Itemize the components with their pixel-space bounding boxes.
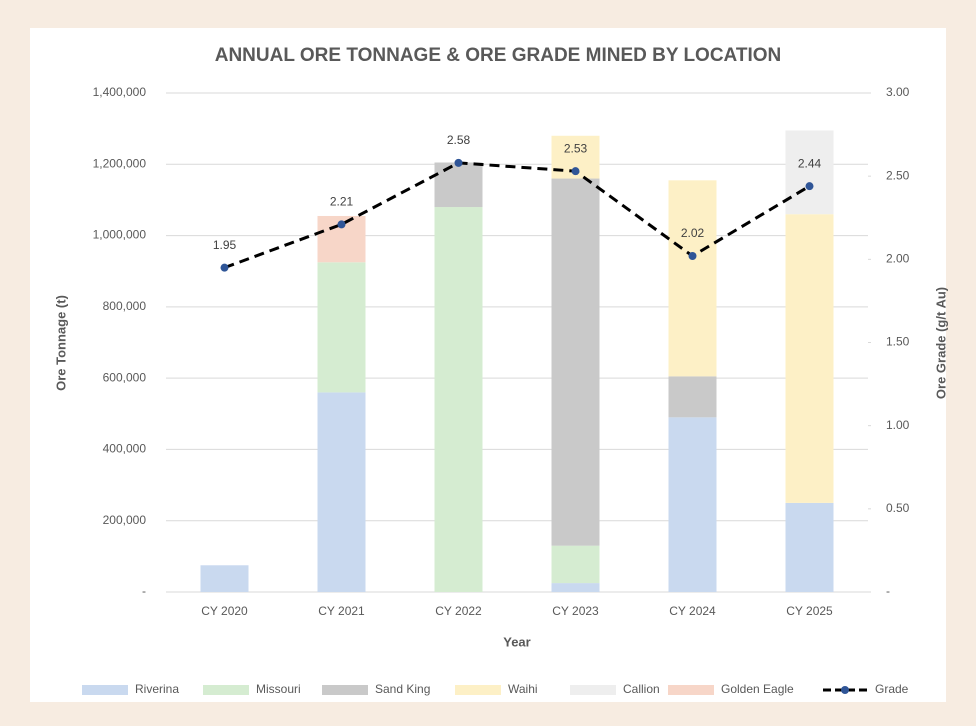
y-tick-label: 600,000: [103, 370, 147, 384]
data-label: 2.53: [564, 141, 588, 155]
y-tick-label: 1,200,000: [93, 156, 147, 170]
y2-tick-label: 0.50: [886, 501, 910, 515]
bar-segment: [317, 392, 366, 592]
bar-segment: [551, 545, 600, 584]
y2-axis-title: Ore Grade (g/t Au): [933, 287, 948, 399]
x-tick-label: CY 2021: [318, 604, 365, 618]
x-tick-label: CY 2024: [669, 604, 716, 618]
grade-line: [223, 161, 811, 270]
legend-label: Missouri: [256, 682, 301, 696]
y2-tick-label: 2.50: [886, 168, 910, 182]
grade-marker: [571, 167, 580, 176]
bar-segment: [551, 583, 600, 592]
grade-marker: [337, 220, 346, 229]
x-tick-label: CY 2020: [201, 604, 248, 618]
legend-label: Grade: [875, 682, 909, 696]
y-tick-label: 400,000: [103, 442, 147, 456]
y2-tick-label: 1.00: [886, 418, 910, 432]
bar-segment: [434, 162, 483, 208]
y2-tick-label: 3.00: [886, 85, 910, 99]
grade-marker: [454, 158, 463, 167]
y-tick-label: 1,000,000: [93, 228, 147, 242]
bar-segment: [200, 565, 249, 592]
legend-label: Callion: [623, 682, 660, 696]
bar-segment: [317, 262, 366, 393]
bar-segment: [551, 178, 600, 546]
y-tick-label: 1,400,000: [93, 85, 147, 99]
y2-tick-label: 1.50: [886, 335, 910, 349]
data-label: 1.95: [213, 238, 237, 252]
bar-segment: [434, 207, 483, 593]
bar-segment: [785, 130, 834, 215]
bar-segment: [668, 180, 717, 377]
grade-marker: [688, 252, 697, 261]
bar-segment: [668, 376, 717, 418]
bar-segment: [668, 417, 717, 592]
x-tick-label: CY 2025: [786, 604, 833, 618]
legend-marker: [841, 686, 849, 694]
y-tick-label: 800,000: [103, 299, 147, 313]
x-tick-label: CY 2022: [435, 604, 482, 618]
y-tick-label: -: [142, 584, 146, 598]
legend-swatch: [82, 685, 128, 695]
legend-swatch: [570, 685, 616, 695]
legend-label: Sand King: [375, 682, 430, 696]
y-tick-label: 200,000: [103, 513, 147, 527]
bar-segment: [785, 214, 834, 503]
legend-swatch: [322, 685, 368, 695]
y-axis-title: Ore Tonnage (t): [53, 295, 68, 391]
chart-title: ANNUAL ORE TONNAGE & ORE GRADE MINED BY …: [215, 45, 782, 66]
y2-tick-label: -: [886, 584, 890, 598]
data-label: 2.58: [447, 133, 471, 147]
legend-label: Riverina: [135, 682, 179, 696]
y2-tick-label: 2.00: [886, 252, 910, 266]
data-label: 2.44: [798, 156, 822, 170]
bar-segment: [785, 502, 834, 592]
legend-swatch: [455, 685, 501, 695]
legend-swatch: [203, 685, 249, 695]
legend-swatch: [668, 685, 714, 695]
x-tick-label: CY 2023: [552, 604, 599, 618]
grade-marker: [805, 182, 814, 191]
data-label: 2.02: [681, 226, 705, 240]
x-axis-title: Year: [503, 634, 530, 649]
data-label: 2.21: [330, 195, 354, 209]
legend-label: Golden Eagle: [721, 682, 794, 696]
legend-label: Waihi: [508, 682, 538, 696]
grade-marker: [220, 263, 229, 272]
